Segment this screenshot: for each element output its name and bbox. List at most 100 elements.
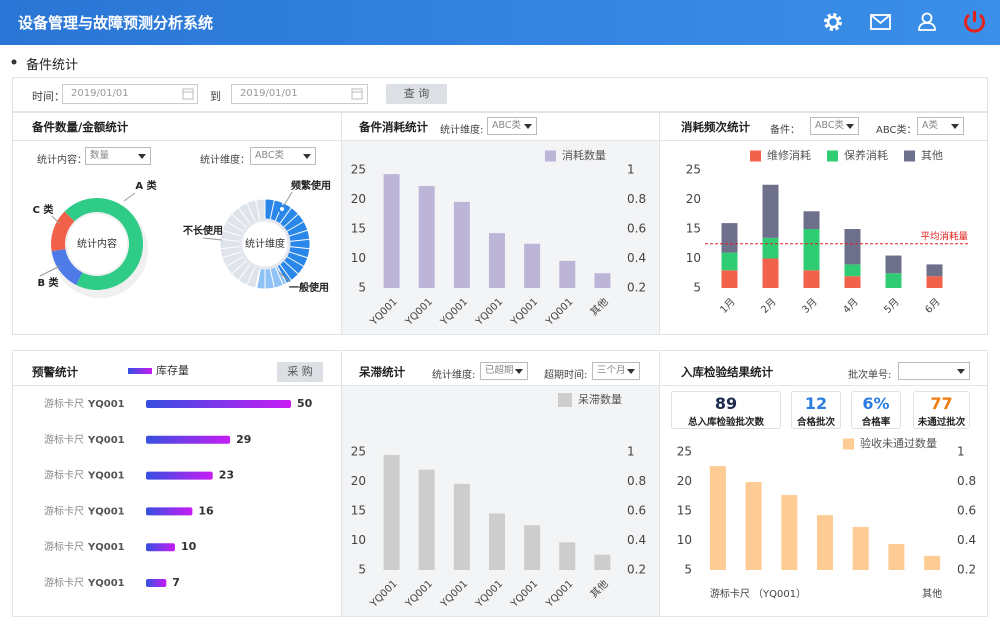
calendar-icon[interactable] — [182, 87, 194, 100]
x-tick-label: YQ001 — [438, 296, 470, 328]
kpi-card: 77 未通过批次 — [913, 391, 970, 429]
segment-divider — [274, 265, 284, 286]
bar — [594, 273, 611, 288]
x-tick-label: YQ001 — [473, 296, 505, 328]
row-label: 游标卡尺 — [44, 576, 84, 589]
select[interactable]: ABC类 — [487, 117, 537, 135]
segment-divider — [288, 238, 310, 242]
legend-label: 验收未通过数量 — [860, 436, 937, 450]
segment-divider — [238, 263, 252, 281]
end-date[interactable]: 2019/01/01 — [231, 84, 368, 104]
control-label: 批次单号: — [848, 370, 892, 381]
power-icon[interactable] — [964, 11, 985, 33]
purchase-button[interactable]: 采 购 — [277, 362, 323, 382]
panel-title: 备件消耗统计 — [359, 120, 428, 134]
y-tick-label: 25 — [351, 163, 366, 177]
select[interactable]: ABC类 — [250, 147, 316, 165]
query-button[interactable]: 查 询 — [386, 84, 447, 104]
bar — [418, 185, 435, 288]
header: 设备管理与故障预测分析系统 — [0, 0, 1000, 45]
segment-divider — [225, 255, 245, 267]
select[interactable]: 数量 — [85, 147, 151, 165]
legend-swatch — [558, 393, 572, 407]
segment-divider — [225, 221, 245, 233]
bar — [926, 264, 943, 277]
x-tick-label: YQ001 — [544, 578, 576, 610]
slice-label: 不长使用 — [183, 224, 223, 237]
select[interactable]: 已超期 — [480, 362, 528, 380]
leader-line — [51, 215, 61, 225]
segment-divider — [269, 199, 275, 221]
panel-title: 呆滞统计 — [359, 365, 405, 379]
x-tick-label: YQ001 — [509, 296, 541, 328]
segment-divider — [231, 213, 248, 229]
calendar-icon[interactable] — [351, 87, 363, 100]
value-label: 29 — [236, 433, 251, 446]
bar — [524, 243, 541, 288]
y-tick-label: 25 — [686, 163, 701, 177]
bar — [146, 435, 231, 444]
user-icon[interactable] — [918, 12, 936, 31]
donut-center — [239, 218, 291, 270]
legend-label: 保养消耗 — [844, 148, 888, 162]
leader-line — [202, 237, 223, 241]
x-tick-label: 4月 — [841, 296, 861, 316]
slice-label: C 类 — [33, 203, 54, 216]
mail-icon[interactable] — [870, 14, 891, 30]
kpi-card: 89 总入库检验批次数 — [671, 391, 781, 429]
panel-title: 备件数量/金额统计 — [32, 120, 129, 134]
divider — [12, 140, 988, 141]
leader-line — [39, 265, 61, 277]
slice-label: A 类 — [135, 179, 156, 192]
donut-center — [67, 214, 127, 274]
kpi-value: 89 — [714, 394, 738, 413]
kpi-label: 未通过批次 — [917, 417, 966, 428]
bullet — [11, 59, 17, 65]
x-tick-label: 其他 — [922, 587, 942, 600]
y-tick-label: 10 — [351, 533, 366, 547]
start-date[interactable]: 2019/01/01 — [62, 84, 198, 104]
segment-divider — [246, 265, 256, 286]
y2-tick-label: 1 — [627, 445, 635, 459]
row-label: YQ001 — [87, 399, 125, 410]
select[interactable]: 三个月 — [592, 362, 640, 380]
segment-divider — [287, 250, 308, 259]
x-tick-label: 游标卡尺 （YQ001） — [710, 587, 806, 600]
row-label: YQ001 — [87, 435, 125, 446]
y-tick-label: 15 — [351, 222, 366, 236]
select[interactable] — [898, 362, 970, 380]
bar — [146, 471, 213, 480]
x-tick-label: 6月 — [923, 296, 943, 316]
bar — [721, 270, 738, 288]
bar — [762, 258, 779, 288]
segment-divider — [285, 221, 305, 233]
row-label: YQ001 — [87, 506, 125, 517]
legend-label: 其他 — [921, 149, 943, 162]
y-tick-label: 15 — [351, 504, 366, 518]
row-label: 游标卡尺 — [44, 469, 84, 482]
y-tick-label: 10 — [677, 533, 692, 547]
filter-separator: 到 — [210, 90, 221, 103]
segment-divider — [288, 246, 310, 250]
select[interactable]: A类 — [917, 117, 964, 135]
donut-slice — [51, 249, 83, 285]
segment-divider — [278, 207, 292, 225]
segment-divider — [282, 213, 299, 229]
x-tick-label: YQ001 — [403, 296, 435, 328]
segment-divider — [287, 229, 308, 238]
select[interactable]: ABC类 — [810, 117, 859, 135]
bar — [762, 184, 779, 238]
bar — [524, 525, 541, 570]
bar — [383, 454, 400, 570]
y2-tick-label: 0.8 — [957, 474, 976, 488]
legend-label: 库存量 — [156, 363, 189, 377]
kpi-label: 总入库检验批次数 — [687, 417, 764, 428]
bar — [721, 252, 738, 271]
settings-icon[interactable] — [824, 13, 842, 31]
bar — [594, 554, 611, 570]
donut-center-label: 统计内容 — [77, 237, 117, 250]
y-tick-label: 20 — [677, 474, 692, 488]
bar — [146, 400, 291, 408]
value-label: 7 — [172, 576, 180, 589]
